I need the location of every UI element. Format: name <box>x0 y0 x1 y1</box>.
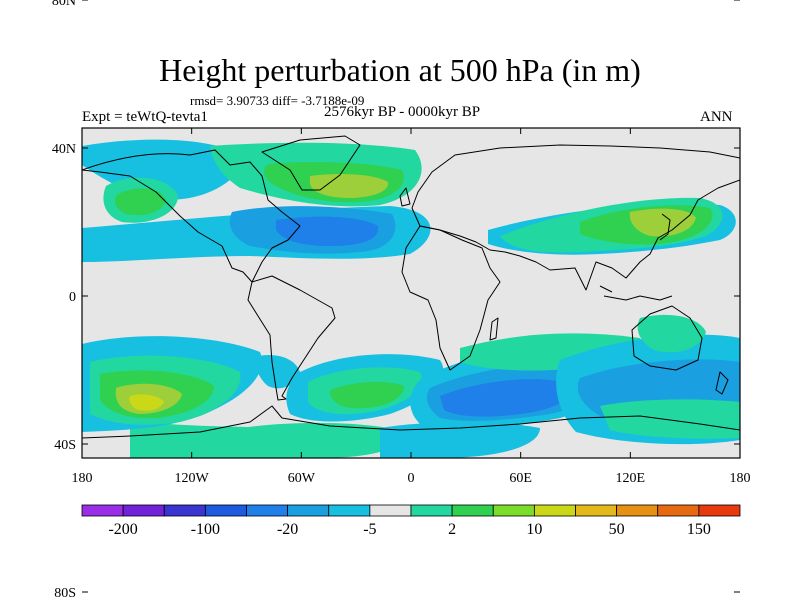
colorbar-swatch <box>616 504 659 517</box>
lon-tick-label: 60E <box>509 471 532 486</box>
coast-south-america <box>247 275 336 401</box>
lon-tick-label: 180 <box>730 471 751 486</box>
lon-tick-label: 60W <box>288 471 316 486</box>
anomaly-region-pos3 <box>629 208 696 237</box>
plot-title: Height perturbation at 500 hPa (in m) <box>159 52 641 88</box>
coast-antarctica <box>82 405 740 439</box>
colorbar-label: -100 <box>191 521 220 538</box>
colorbar-swatch <box>575 504 618 517</box>
anomaly-region-pos1 <box>637 314 706 353</box>
anomaly-field <box>82 139 740 458</box>
anomaly-region-neg1 <box>380 422 540 458</box>
colorbar-swatch <box>698 504 741 517</box>
lat-tick-label: 0 <box>69 290 76 305</box>
lon-tick-label: 0 <box>408 471 415 486</box>
coast-japan <box>659 213 671 241</box>
anomaly-region-pos2 <box>330 381 404 409</box>
lat-tick-label: 80N <box>52 0 76 9</box>
coast-australia <box>631 305 703 371</box>
anomaly-region-neg3 <box>276 216 379 246</box>
colorbar-swatch <box>328 504 371 517</box>
experiment-label: Expt = teWtQ-tevta1 <box>82 109 208 125</box>
colorbar-label: -5 <box>363 521 376 538</box>
lon-tick-label: 120W <box>175 471 210 486</box>
lon-tick-label: 180 <box>72 471 93 486</box>
colorbar-label: 150 <box>687 521 711 538</box>
colorbar-label: 10 <box>526 521 542 538</box>
coast-eurasia <box>411 144 740 291</box>
colorbar: -200 -100 -20 -5 2 10 50 150 <box>81 504 741 538</box>
coast-greenland <box>261 135 361 191</box>
colorbar-swatch <box>287 504 330 517</box>
anomaly-region-pos2 <box>114 188 166 216</box>
colorbar-swatch <box>410 504 453 517</box>
colorbar-swatch <box>81 504 124 517</box>
coastlines <box>82 135 740 439</box>
colorbar-swatch <box>451 504 494 517</box>
colorbar-label: 2 <box>448 521 456 538</box>
colorbar-swatch <box>533 504 576 517</box>
anomaly-region-pos1 <box>240 422 402 458</box>
axis-ticks: 80N 40N 0 40S 80S 180 120W 60W 0 60E 120E 180 <box>52 0 751 600</box>
coast-africa <box>401 225 501 371</box>
coast-madagascar <box>489 317 499 341</box>
anomaly-region-pos1 <box>600 399 740 439</box>
colorbar-swatch <box>246 504 289 517</box>
coast-north-america <box>82 149 301 283</box>
anomaly-region-pos4 <box>129 394 164 411</box>
lat-tick-label: 40N <box>52 142 76 157</box>
colorbar-swatch <box>369 504 412 517</box>
lat-tick-label: 80S <box>54 586 76 600</box>
coast-new-zealand <box>715 371 729 395</box>
colorbar-swatch <box>122 504 165 517</box>
period-label: 2576kyr BP - 0000kyr BP <box>324 104 481 120</box>
colorbar-swatch <box>163 504 206 517</box>
season-label: ANN <box>700 109 733 125</box>
map-field <box>82 128 740 458</box>
anomaly-region-pos3 <box>310 174 389 198</box>
lat-tick-label: 40S <box>54 438 76 453</box>
lon-tick-label: 120E <box>616 471 646 486</box>
colorbar-label: -20 <box>277 521 298 538</box>
colorbar-swatch <box>492 504 535 517</box>
colorbar-swatch <box>657 504 700 517</box>
anomaly-region-neg3 <box>440 379 572 417</box>
anomaly-region-neg1 <box>256 354 300 389</box>
colorbar-swatch <box>204 504 247 517</box>
colorbar-label: -200 <box>108 521 137 538</box>
coast-indonesia <box>599 285 673 301</box>
stats-text: rmsd= 3.90733 diff= -3.7188e-09 <box>190 93 365 108</box>
colorbar-label: 50 <box>609 521 625 538</box>
coast-british-isles <box>399 187 411 207</box>
